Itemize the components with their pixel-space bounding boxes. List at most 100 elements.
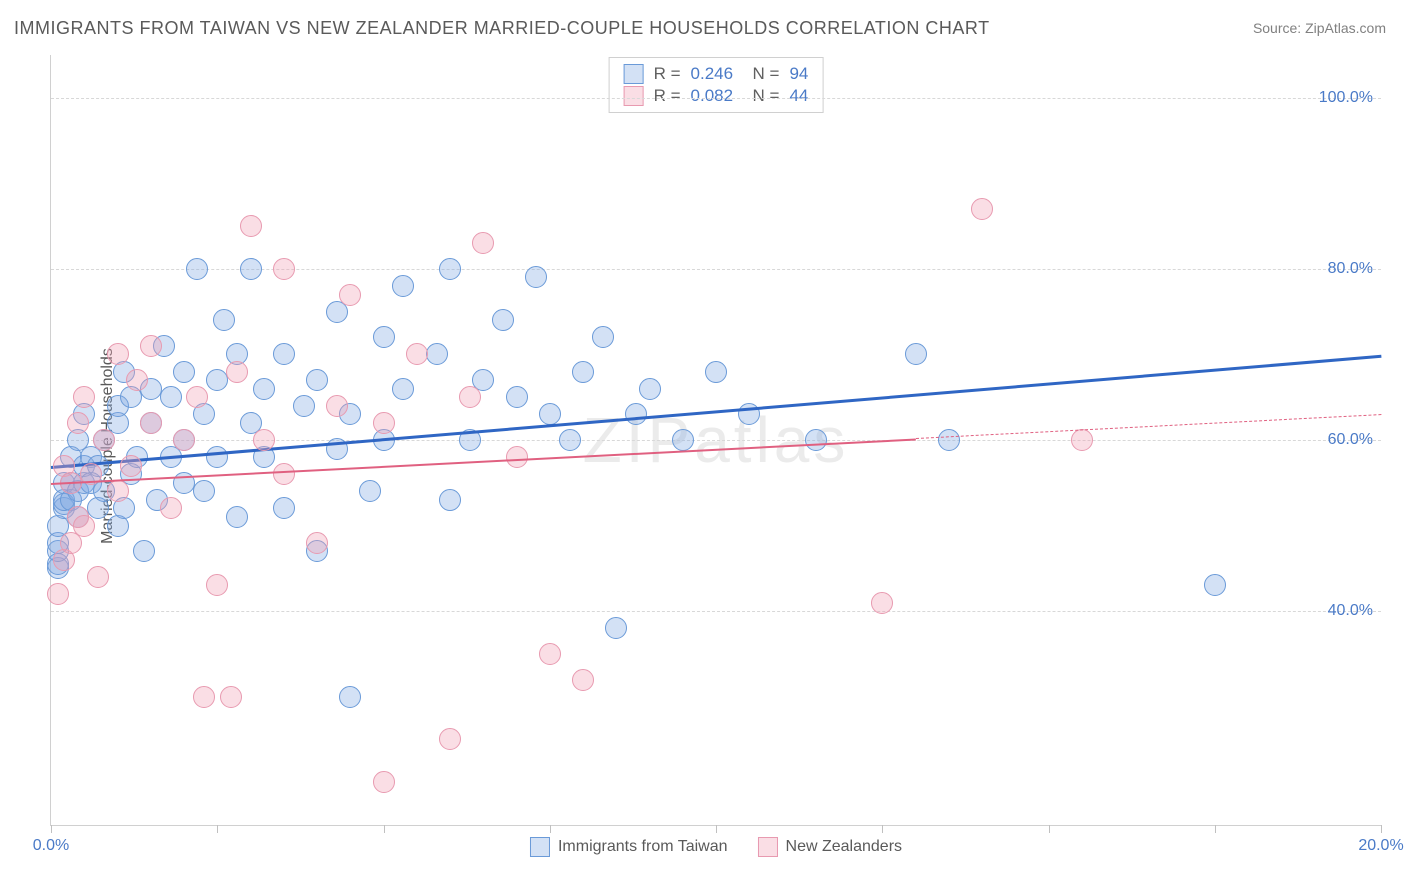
data-point (339, 686, 361, 708)
data-point (67, 412, 89, 434)
data-point (226, 506, 248, 528)
data-point (73, 515, 95, 537)
x-tick (1381, 825, 1382, 833)
data-point (805, 429, 827, 451)
data-point (273, 258, 295, 280)
data-point (213, 309, 235, 331)
legend-label: New Zealanders (786, 838, 903, 856)
data-point (140, 412, 162, 434)
data-point (293, 395, 315, 417)
stat-n-value: 94 (789, 64, 808, 84)
stat-n-label: N = (743, 64, 779, 84)
data-point (439, 489, 461, 511)
data-point (572, 361, 594, 383)
legend-swatch (530, 837, 550, 857)
legend-label: Immigrants from Taiwan (558, 838, 728, 856)
data-point (306, 369, 328, 391)
data-point (506, 446, 528, 468)
data-point (672, 429, 694, 451)
data-point (592, 326, 614, 348)
data-point (133, 540, 155, 562)
data-point (938, 429, 960, 451)
x-tick (716, 825, 717, 833)
data-point (120, 455, 142, 477)
data-point (206, 369, 228, 391)
data-point (206, 446, 228, 468)
y-tick-label: 60.0% (1328, 431, 1373, 449)
data-point (160, 497, 182, 519)
data-point (392, 378, 414, 400)
x-tick-label: 0.0% (33, 837, 69, 855)
stat-n-value: 44 (789, 86, 808, 106)
legend-item: New Zealanders (758, 837, 903, 857)
legend-item: Immigrants from Taiwan (530, 837, 728, 857)
stat-n-label: N = (743, 86, 779, 106)
data-point (273, 463, 295, 485)
data-point (273, 343, 295, 365)
data-point (492, 309, 514, 331)
stat-r-value: 0.246 (691, 64, 734, 84)
stats-row: R = 0.246 N = 94 (624, 64, 809, 84)
x-tick (217, 825, 218, 833)
x-tick (384, 825, 385, 833)
scatter-plot: ZIPatlas R = 0.246 N = 94R = 0.082 N = 4… (50, 55, 1381, 826)
data-point (971, 198, 993, 220)
data-point (439, 728, 461, 750)
legend-swatch (758, 837, 778, 857)
data-point (193, 480, 215, 502)
data-point (173, 361, 195, 383)
data-point (87, 566, 109, 588)
x-tick (1049, 825, 1050, 833)
x-tick-label: 20.0% (1358, 837, 1403, 855)
x-tick (51, 825, 52, 833)
data-point (539, 643, 561, 665)
data-point (73, 386, 95, 408)
y-tick-label: 40.0% (1328, 602, 1373, 620)
gridline (51, 98, 1381, 99)
source-label: Source: ZipAtlas.com (1253, 20, 1386, 36)
stats-legend-box: R = 0.246 N = 94R = 0.082 N = 44 (609, 57, 824, 113)
data-point (226, 361, 248, 383)
y-tick-label: 80.0% (1328, 260, 1373, 278)
stat-r-label: R = (654, 64, 681, 84)
data-point (359, 480, 381, 502)
data-point (559, 429, 581, 451)
data-point (126, 369, 148, 391)
data-point (472, 232, 494, 254)
data-point (107, 480, 129, 502)
data-point (439, 258, 461, 280)
data-point (459, 386, 481, 408)
x-tick (550, 825, 551, 833)
data-point (240, 215, 262, 237)
chart-title: IMMIGRANTS FROM TAIWAN VS NEW ZEALANDER … (14, 18, 990, 39)
data-point (905, 343, 927, 365)
stat-r-label: R = (654, 86, 681, 106)
legend-swatch (624, 64, 644, 84)
data-point (220, 686, 242, 708)
data-point (306, 532, 328, 554)
stat-r-value: 0.082 (691, 86, 734, 106)
data-point (173, 429, 195, 451)
data-point (525, 266, 547, 288)
data-point (373, 771, 395, 793)
data-point (373, 412, 395, 434)
data-point (240, 258, 262, 280)
bottom-legend: Immigrants from Taiwan New Zealanders (530, 837, 902, 857)
data-point (253, 429, 275, 451)
data-point (253, 378, 275, 400)
data-point (1071, 429, 1093, 451)
data-point (705, 361, 727, 383)
stats-row: R = 0.082 N = 44 (624, 86, 809, 106)
data-point (273, 497, 295, 519)
data-point (639, 378, 661, 400)
data-point (186, 386, 208, 408)
trend-line (915, 414, 1381, 439)
data-point (572, 669, 594, 691)
gridline (51, 440, 1381, 441)
data-point (392, 275, 414, 297)
data-point (160, 386, 182, 408)
data-point (140, 335, 162, 357)
x-tick (1215, 825, 1216, 833)
data-point (339, 284, 361, 306)
gridline (51, 611, 1381, 612)
